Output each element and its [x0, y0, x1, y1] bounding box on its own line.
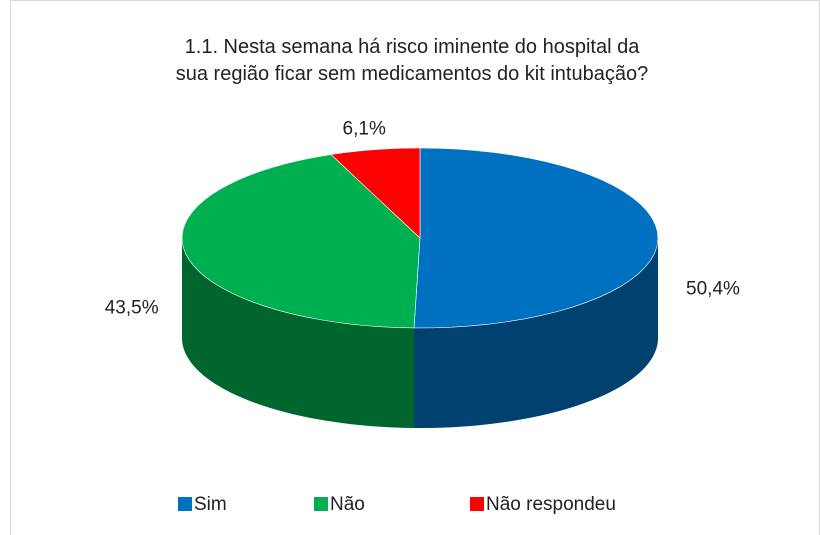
legend-swatch — [314, 497, 328, 511]
slice — [181, 154, 421, 329]
slice-side — [414, 238, 658, 428]
legend-swatch — [470, 497, 484, 511]
data-label: 43,5% — [105, 298, 159, 319]
slice-side-shade — [414, 238, 658, 428]
legend-swatch — [178, 497, 192, 511]
data-label: 50,4% — [686, 279, 740, 300]
slice — [330, 147, 421, 239]
data-label: 6,1% — [343, 119, 386, 140]
legend-label: Sim — [194, 494, 227, 515]
legend-label: Não — [330, 494, 365, 515]
slice — [413, 147, 659, 329]
legend-label: Não respondeu — [486, 494, 616, 515]
chart-title: 1.1. Nesta semana há risco iminente do h… — [175, 36, 649, 85]
slice-side-shade — [182, 238, 415, 428]
slice-side — [182, 238, 415, 428]
